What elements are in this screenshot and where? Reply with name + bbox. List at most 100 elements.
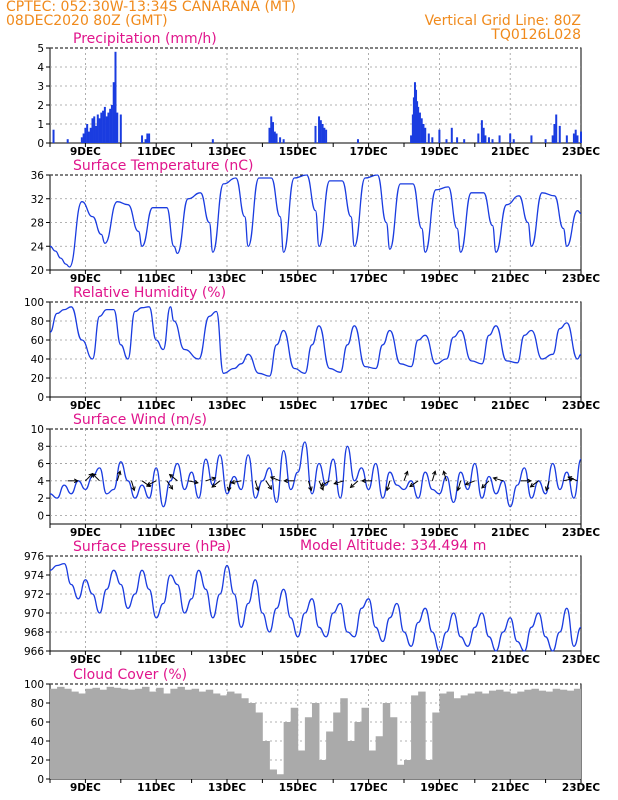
wind-arrow-shaft <box>563 478 574 482</box>
x-tick-label: 23DEC <box>562 146 601 158</box>
x-tick-label: 19DEC <box>420 273 459 285</box>
cloud-bar <box>538 690 547 779</box>
y-tick-label: 0 <box>37 774 44 786</box>
y-tick-label: 100 <box>24 297 44 309</box>
precip-bar <box>412 97 415 143</box>
wind-arrow-shaft <box>530 480 539 488</box>
series-line <box>49 562 582 652</box>
y-tick-label: 6 <box>37 459 44 471</box>
wind-arrow <box>567 476 578 482</box>
wind-arrow-head <box>319 485 324 491</box>
x-tick-label: 13DEC <box>208 146 247 158</box>
precip-bar <box>91 118 94 143</box>
wind-arrow-shaft <box>85 473 93 482</box>
precip-bar <box>580 131 582 143</box>
series-line <box>49 306 582 377</box>
cloud-bar <box>156 687 164 779</box>
wind-arrow <box>481 480 490 489</box>
wind-arrow-head <box>116 470 122 476</box>
precip-bar <box>323 127 326 143</box>
model-altitude: Model Altitude: 334.494 m <box>300 538 486 554</box>
precip-bar <box>463 139 466 143</box>
cloud-bar <box>573 688 581 779</box>
x-tick-label: 15DEC <box>279 527 318 539</box>
precip-bar <box>141 135 144 143</box>
x-tick-label: 17DEC <box>349 400 388 412</box>
wind-arrow <box>403 470 409 481</box>
cloud-bar <box>241 698 249 779</box>
x-tick-label: 21DEC <box>491 273 530 285</box>
wind-arrow-shaft <box>386 480 391 491</box>
wind-arrow-shaft <box>270 476 281 482</box>
cloud-bar <box>163 693 171 779</box>
wind-arrow-shaft <box>116 471 121 481</box>
wind-arrow-head <box>544 486 550 492</box>
y-tick-label: 40 <box>31 354 44 366</box>
y-tick-label: 20 <box>31 755 44 767</box>
cloud-bar <box>559 689 568 779</box>
header-grid-line: Vertical Grid Line: 80Z <box>425 13 581 29</box>
y-tick-label: 80 <box>31 698 44 710</box>
x-tick-label: 23DEC <box>562 654 601 666</box>
precip-bar <box>93 116 96 143</box>
wind-arrow-shaft <box>254 480 259 491</box>
y-tick-label: 60 <box>31 717 44 729</box>
x-tick-label: 11DEC <box>137 400 176 412</box>
precip-bar <box>275 133 278 143</box>
wind-arrow-shaft <box>334 480 344 485</box>
wind-arrow <box>269 476 281 482</box>
wind-arrow <box>349 480 359 489</box>
cloud-bar <box>198 691 207 779</box>
x-tick-label: 17DEC <box>349 273 388 285</box>
x-tick-label: 9DEC <box>70 527 101 539</box>
precip-bar <box>112 82 115 143</box>
wind-arrow-head <box>230 479 236 485</box>
wind-arrow <box>187 479 199 485</box>
wind-arrow-head <box>464 481 470 486</box>
precip-bar <box>314 125 317 143</box>
wind-arrow-shaft <box>211 480 221 488</box>
x-tick-label: 23DEC <box>562 782 601 794</box>
precip-bar <box>279 137 282 143</box>
x-tick-label: 15DEC <box>279 146 318 158</box>
y-tick-label: 60 <box>31 335 44 347</box>
wind-arrow <box>333 480 344 486</box>
wind-arrow <box>116 470 122 481</box>
precip-bar <box>487 137 490 143</box>
wind-arrow <box>385 480 391 492</box>
precip-bar <box>321 124 324 143</box>
wind-arrow-head <box>211 483 217 488</box>
precip-bar <box>438 129 441 143</box>
cloud-bar <box>276 774 285 779</box>
wind-arrow-head <box>404 470 409 476</box>
precip-bar <box>325 129 328 143</box>
wind-arrow <box>544 480 550 492</box>
precip-bar <box>319 120 322 143</box>
wind-arrow-head <box>267 485 273 491</box>
wind-arrow-head <box>385 486 391 492</box>
precip-bar <box>52 129 55 143</box>
cloud-bar <box>106 686 115 779</box>
precip-bar <box>89 127 92 143</box>
cloud-bar <box>446 691 454 779</box>
cloud-bar <box>389 717 398 779</box>
y-tick-label: 0 <box>37 510 44 522</box>
cloud-bar <box>453 698 462 779</box>
precip-bar <box>544 139 547 143</box>
cloud-bar <box>170 688 178 779</box>
wind-arrow-shaft <box>228 480 232 491</box>
wind-arrow <box>67 478 79 484</box>
cloud-bar <box>411 695 419 779</box>
precip-bar <box>87 131 90 143</box>
wind-arrow-shaft <box>403 471 408 481</box>
wind-arrow-head <box>193 479 199 485</box>
y-tick-label: 8 <box>37 441 44 453</box>
cloud-bar <box>425 760 433 779</box>
cloud-bar <box>510 693 518 779</box>
x-tick-label: 13DEC <box>208 654 247 666</box>
cloud-bar <box>127 689 136 779</box>
precip-bar <box>565 135 568 143</box>
precip-bar <box>450 127 453 143</box>
wind-arrow-head <box>361 478 366 484</box>
precip-bar <box>148 133 151 143</box>
